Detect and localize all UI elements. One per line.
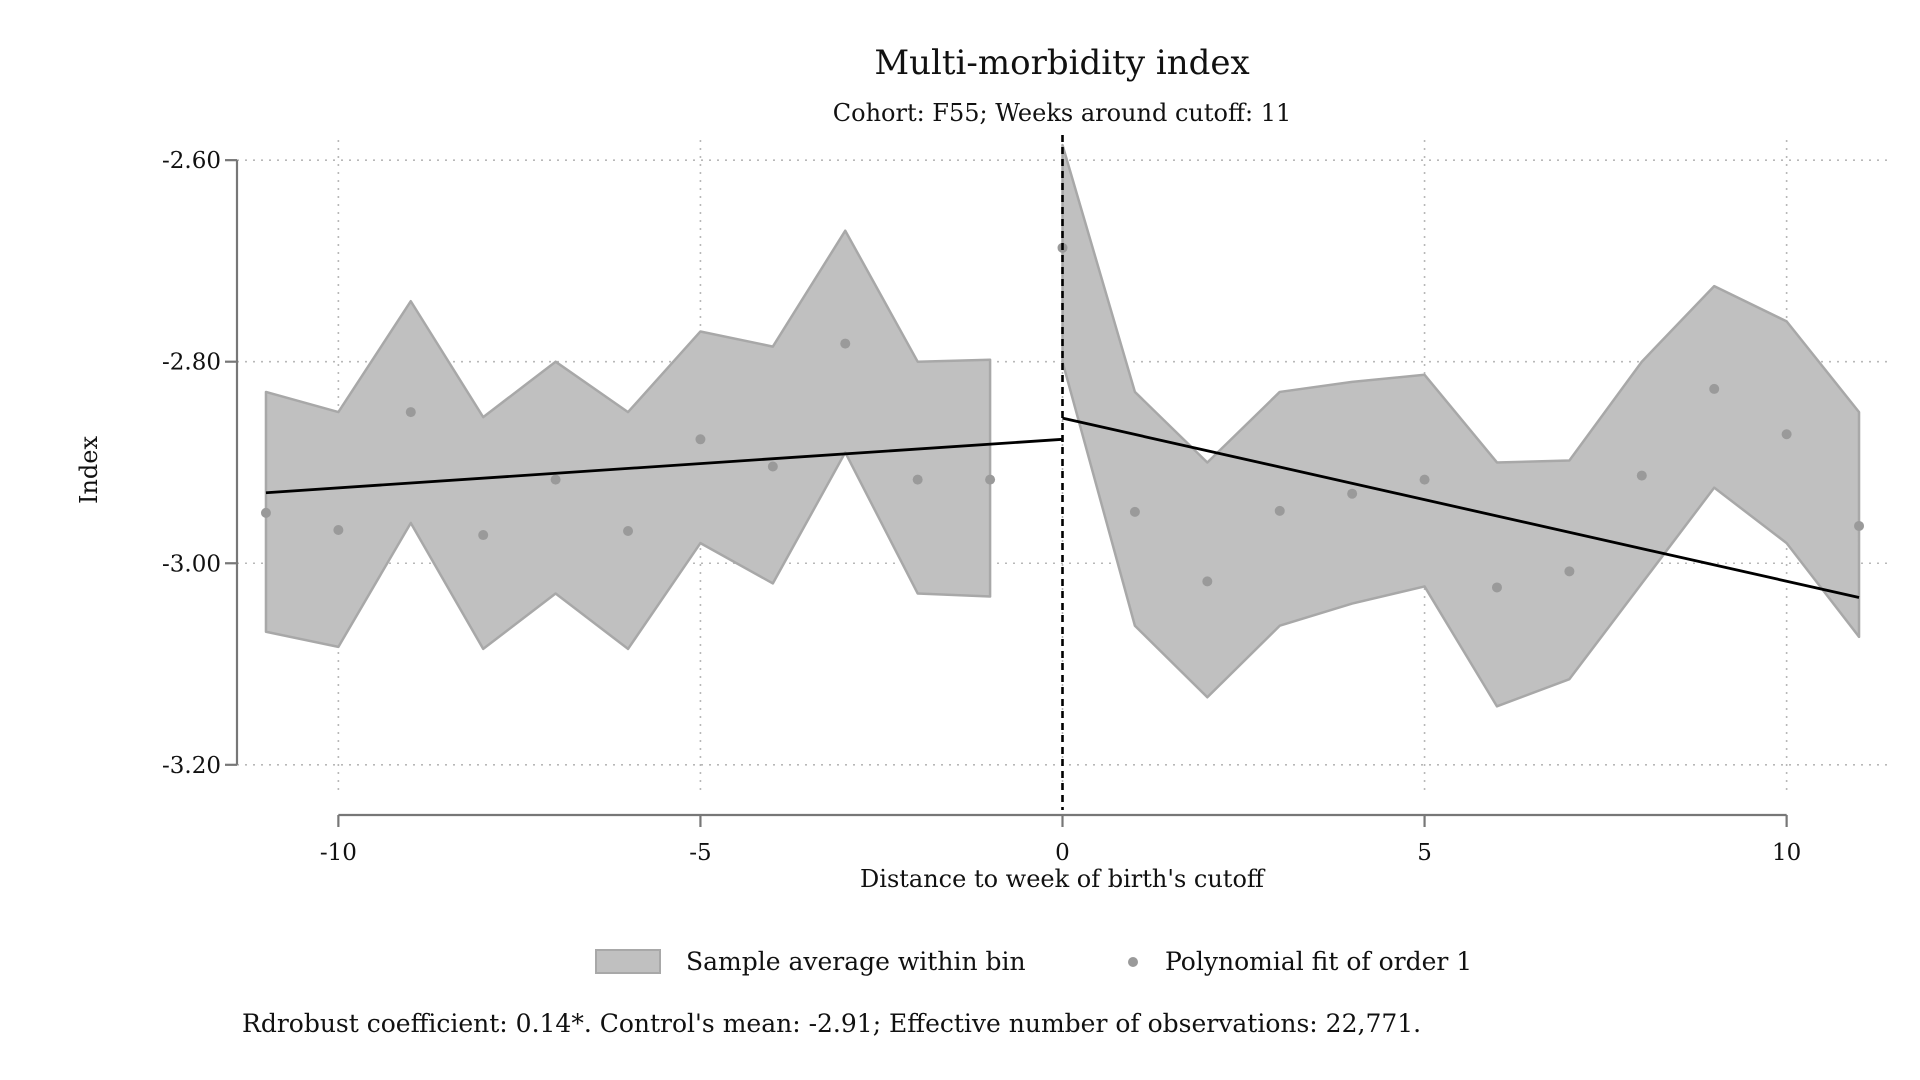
legend-dot-label: Polynomial fit of order 1	[1165, 947, 1472, 976]
x-tick-label: 10	[1772, 840, 1801, 866]
bin-point	[405, 407, 416, 418]
chart-subtitle: Cohort: F55; Weeks around cutoff: 11	[833, 99, 1292, 127]
bin-point	[840, 338, 851, 349]
x-tick-label: -5	[689, 840, 711, 866]
bin-point	[1202, 576, 1213, 587]
bin-point	[623, 526, 634, 537]
chart-title: Multi-morbidity index	[874, 43, 1249, 83]
bin-point	[1274, 505, 1285, 516]
bin-point	[1129, 506, 1140, 517]
bin-point	[478, 530, 489, 541]
y-tick-label: -2.60	[162, 148, 221, 174]
x-axis-title: Distance to week of birth's cutoff	[860, 865, 1266, 893]
bin-point	[1854, 520, 1865, 531]
bin-point	[912, 474, 923, 485]
fit-lines	[265, 416, 1860, 599]
bin-point	[1564, 566, 1575, 577]
bin-point	[767, 461, 778, 472]
axes: -2.60 -2.80 -3.00 -3.20 -10 -5 0 5 10	[162, 148, 1801, 866]
bin-point	[1491, 582, 1502, 593]
bin-point	[1419, 474, 1430, 485]
bin-point	[1636, 470, 1647, 481]
x-tick-label: 5	[1417, 840, 1432, 866]
legend-dot-swatch	[1128, 957, 1138, 967]
fit-line-left	[265, 437, 1063, 495]
confidence-band-1	[1061, 143, 1861, 708]
legend: Sample average within bin Polynomial fit…	[595, 947, 1472, 976]
bin-point	[333, 525, 344, 535]
bin-point	[1347, 488, 1358, 499]
fit-line-right	[1062, 416, 1860, 599]
x-tick-label: -10	[320, 840, 357, 866]
bin-point	[1781, 429, 1792, 440]
bin-points	[260, 242, 1865, 593]
x-tick-label: 0	[1055, 840, 1070, 866]
bin-point	[260, 507, 271, 518]
bin-point	[985, 474, 996, 485]
y-tick-label: -3.00	[162, 551, 221, 577]
y-axis-title: Index	[75, 436, 103, 505]
legend-band-label: Sample average within bin	[686, 947, 1026, 976]
bin-point	[695, 434, 706, 445]
confidence-bands	[264, 143, 1861, 708]
y-tick-label: -3.20	[162, 753, 221, 779]
bin-point	[550, 474, 561, 485]
y-tick-label: -2.80	[162, 350, 221, 376]
bin-point	[1709, 383, 1720, 394]
confidence-band-0	[264, 229, 992, 651]
legend-band-swatch	[595, 949, 661, 974]
chart-note: Rdrobust coefficient: 0.14*. Control's m…	[242, 1009, 1421, 1038]
